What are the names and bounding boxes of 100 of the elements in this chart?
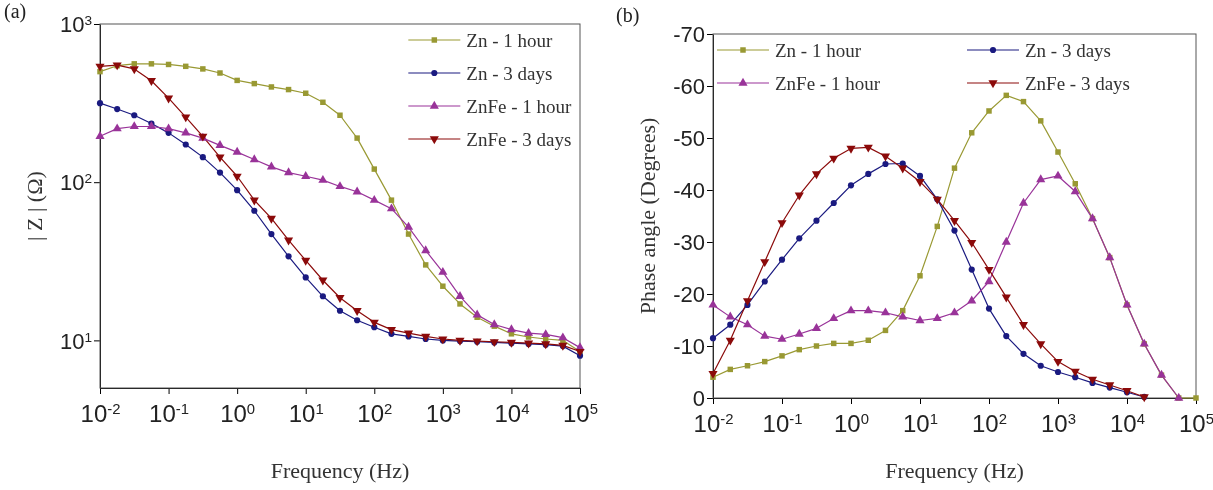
point: [880, 307, 891, 316]
x-tick-label: 10$^{0}$: [834, 410, 869, 437]
point: [96, 100, 104, 107]
point: [283, 167, 294, 176]
point: [847, 182, 855, 189]
point: [725, 311, 735, 320]
point: [949, 307, 960, 316]
point: [951, 227, 958, 234]
point: [1003, 333, 1010, 340]
point: [899, 160, 906, 167]
point: [181, 127, 191, 136]
point: [915, 315, 925, 324]
legend-label: Zn - 3 days: [466, 62, 553, 84]
x-tick-label: 10$^{3}$: [1041, 410, 1076, 437]
point: [1070, 368, 1080, 377]
point: [1193, 395, 1199, 401]
point: [524, 327, 534, 336]
legend-label: Zn - 1 hour: [466, 29, 553, 51]
x-tick-label: 10$^{-1}$: [149, 400, 190, 427]
point: [182, 141, 189, 148]
point: [354, 135, 360, 141]
legend-label: ZnFe - 1 hour: [466, 95, 572, 117]
point: [164, 95, 174, 104]
y-tick-label: 10$^{1}$: [59, 328, 92, 354]
point: [234, 187, 241, 194]
point: [506, 324, 516, 333]
legend-label: ZnFe - 1 hour: [775, 72, 881, 94]
point: [1036, 174, 1046, 183]
point: [777, 220, 787, 229]
point: [1001, 294, 1011, 303]
point: [131, 112, 138, 119]
legend-label: Zn - 1 hour: [775, 39, 862, 61]
point: [234, 77, 240, 84]
point: [968, 130, 975, 136]
point: [708, 299, 718, 308]
point: [865, 170, 872, 177]
point: [967, 239, 977, 248]
point: [455, 291, 465, 299]
point: [318, 174, 328, 183]
point: [285, 253, 292, 260]
point: [388, 197, 395, 203]
point: [112, 123, 122, 132]
point: [352, 308, 362, 316]
point: [727, 321, 734, 328]
point: [951, 165, 958, 171]
x-tick-label: 10$^{2}$: [972, 410, 1007, 437]
text: (b): [616, 4, 640, 27]
legend-label: Zn - 3 days: [1025, 39, 1112, 61]
x-axis-title: Frequency (Hz): [270, 458, 410, 483]
point: [796, 235, 803, 242]
point: [915, 179, 925, 187]
y-tick-label: 10$^{3}$: [59, 12, 92, 38]
legend-label: ZnFe - 3 days: [1025, 72, 1131, 94]
point: [829, 313, 839, 322]
point: [779, 353, 785, 359]
point: [1001, 236, 1011, 245]
point: [830, 199, 837, 207]
x-axis-title: Frequency (Hz): [885, 458, 1024, 483]
point: [422, 262, 429, 268]
point: [742, 319, 753, 328]
point: [984, 276, 994, 285]
point: [1054, 368, 1062, 376]
point: [1070, 186, 1080, 195]
point: [95, 131, 105, 139]
point: [440, 283, 446, 289]
point: [777, 333, 787, 342]
point: [369, 194, 379, 203]
point: [1036, 341, 1046, 350]
y-tick-label: -10: [673, 334, 705, 360]
point: [146, 78, 156, 86]
point: [558, 332, 568, 341]
point: [129, 121, 139, 130]
point: [1020, 350, 1027, 357]
point: [760, 330, 770, 339]
point: [794, 328, 804, 337]
point: [811, 171, 822, 180]
y-tick-label: -20: [673, 282, 705, 308]
point: [898, 311, 908, 320]
point: [489, 319, 499, 328]
x-tick-label: 10$^{4}$: [494, 400, 530, 427]
point: [1018, 322, 1029, 330]
point: [405, 231, 412, 237]
point: [301, 257, 311, 266]
point: [251, 207, 258, 214]
point: [319, 293, 326, 300]
point: [386, 326, 397, 335]
point: [301, 171, 311, 179]
point: [949, 218, 960, 226]
point: [708, 370, 718, 379]
point: [148, 61, 155, 67]
x-tick-label: 10$^{4}$: [1110, 410, 1145, 437]
point: [778, 256, 786, 263]
point: [863, 305, 873, 314]
y-tick-label: 0: [692, 386, 705, 412]
point: [266, 215, 276, 224]
point: [813, 343, 820, 349]
point: [421, 245, 431, 254]
x-tick-label: 10$^{3}$: [425, 400, 461, 427]
point: [320, 99, 326, 106]
legend-label: ZnFe - 3 days: [466, 128, 572, 150]
